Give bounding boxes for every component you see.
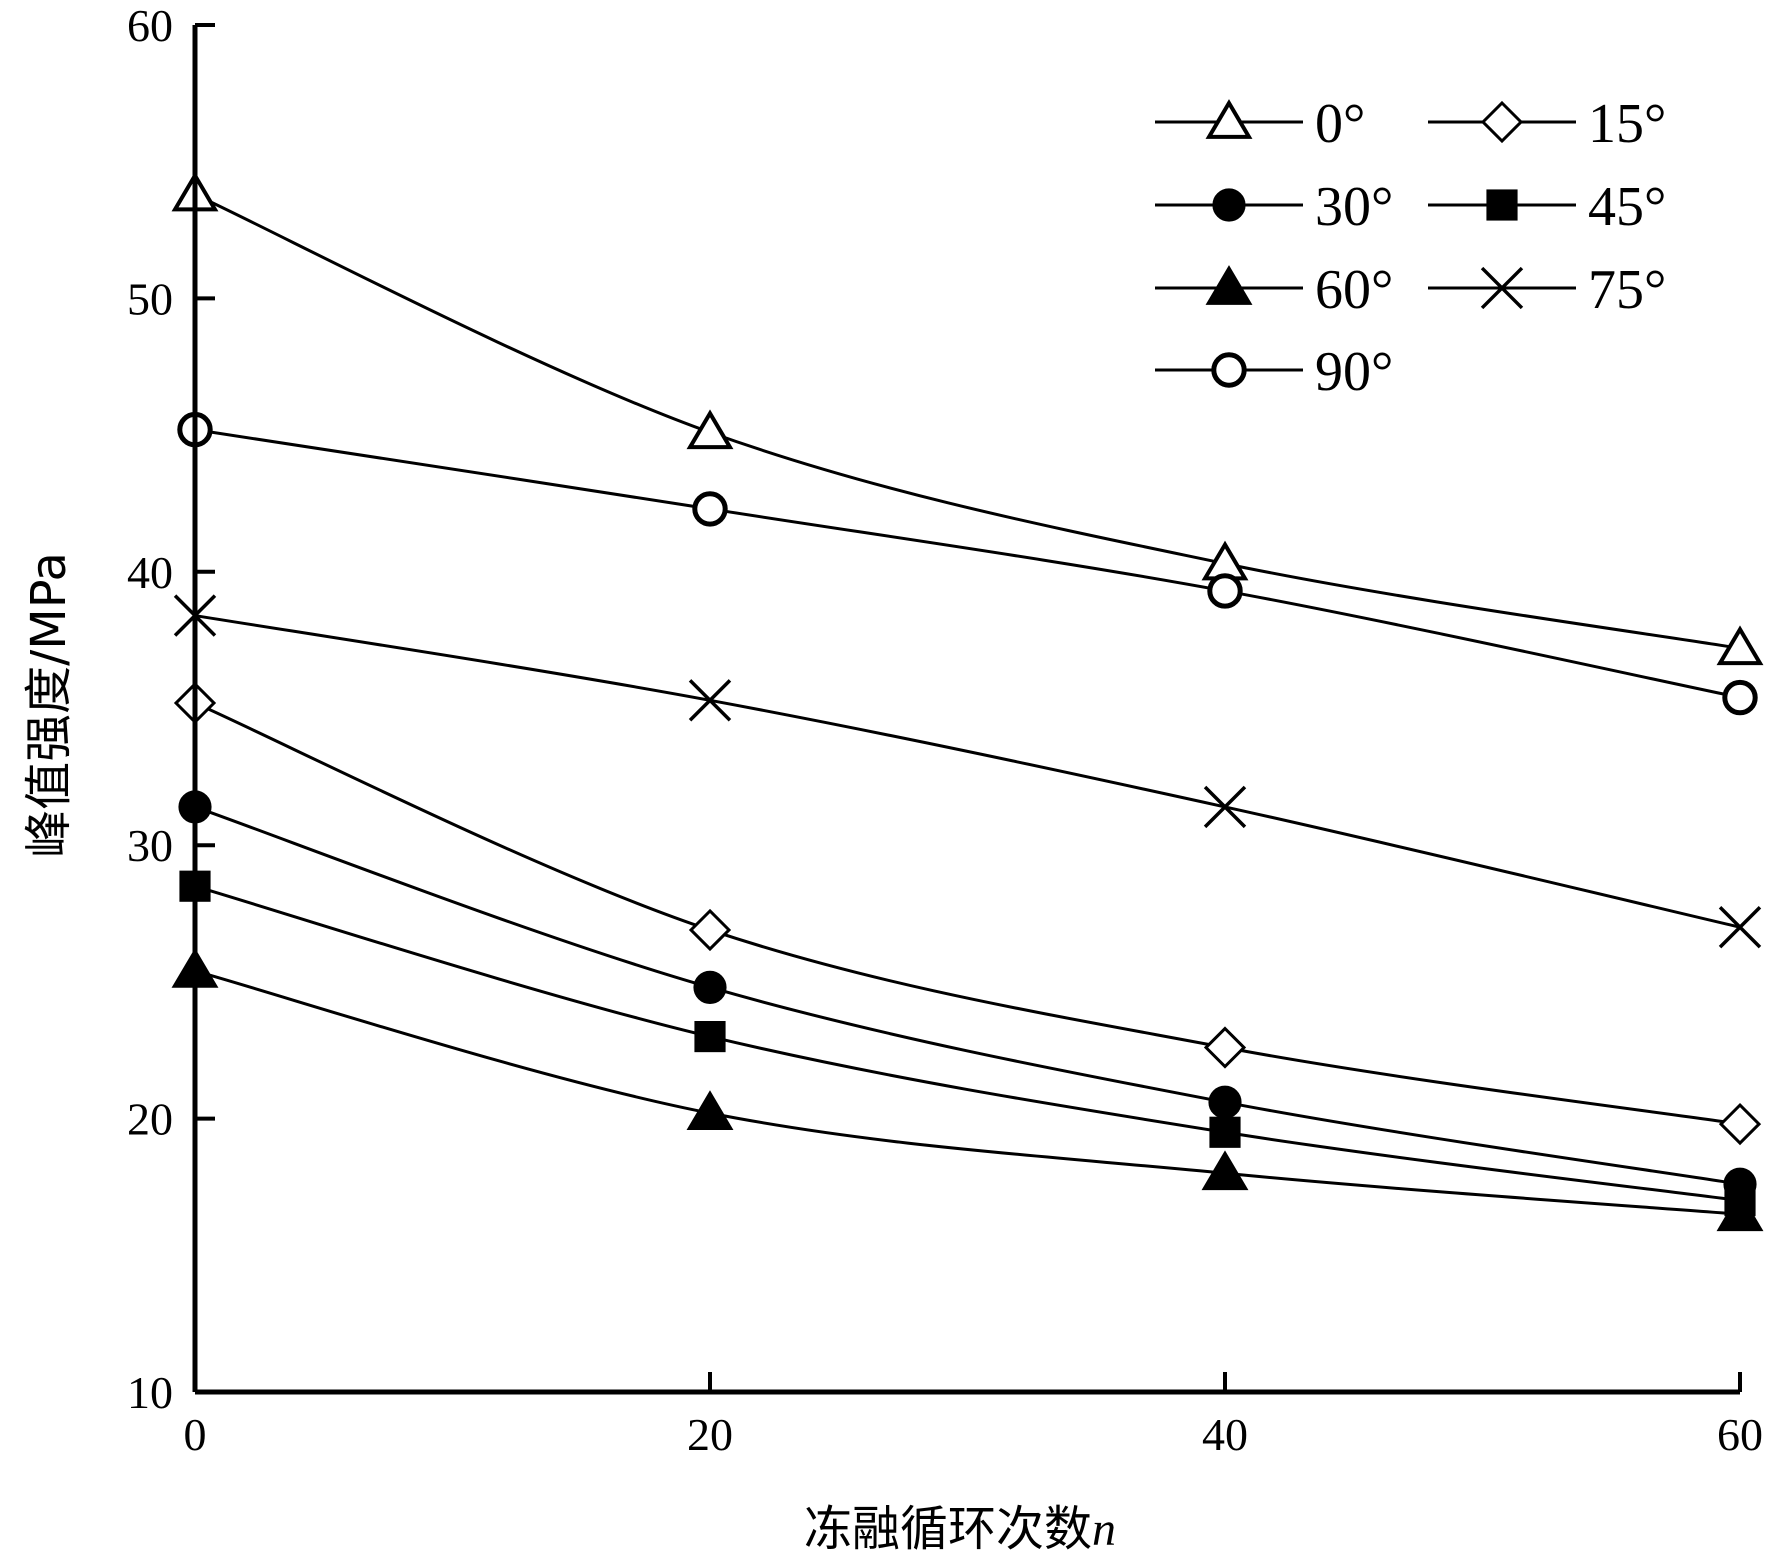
y-tick-label: 50	[127, 273, 173, 324]
series-0	[171, 171, 1764, 666]
series-line-1	[194, 701, 1741, 1126]
legend-marker	[1205, 265, 1253, 305]
legend-label: 75°	[1588, 259, 1666, 321]
series-line-2	[194, 805, 1741, 1186]
data-point-1-1	[688, 908, 732, 952]
y-tick-label: 20	[127, 1094, 173, 1145]
series-line-0	[194, 193, 1741, 650]
x-axis-title: 冻融循环次数n	[804, 1501, 1116, 1557]
data-point-6-3	[1722, 679, 1758, 716]
legend-marker	[1212, 188, 1246, 222]
x-tick-label: 40	[1202, 1409, 1248, 1460]
data-point-4-2	[1201, 1150, 1249, 1191]
series-3	[179, 870, 1756, 1217]
legend-label: 60°	[1315, 259, 1393, 321]
legend: 0° 15° 30° 45° 60° 75° 90°	[1155, 93, 1666, 403]
axes: 10 20 30 40 50 60 0 20 40 60	[127, 0, 1763, 1460]
series-1	[173, 681, 1762, 1146]
y-tick-label: 60	[127, 0, 173, 51]
data-point-1-2	[1203, 1026, 1247, 1069]
data-point-5-2	[1203, 785, 1247, 829]
legend-entry-5: 75°	[1428, 259, 1666, 321]
legend-entry-4: 60°	[1155, 259, 1393, 321]
series-2	[178, 790, 1757, 1201]
legend-label: 45°	[1588, 176, 1666, 238]
legend-entry-6: 90°	[1155, 341, 1393, 403]
legend-entry-0: 0°	[1155, 93, 1365, 155]
data-point-5-1	[688, 679, 732, 722]
legend-entry-2: 30°	[1155, 176, 1393, 238]
legend-marker	[1205, 99, 1253, 139]
data-point-0-3	[1716, 625, 1764, 666]
series-line-3	[194, 884, 1741, 1203]
legend-label: 30°	[1315, 176, 1393, 238]
series-6	[177, 411, 1758, 716]
data-point-4-1	[686, 1090, 734, 1130]
x-tick-label: 60	[1717, 1409, 1763, 1460]
data-point-3-2	[1209, 1116, 1241, 1148]
data-point-1-3	[1718, 1102, 1762, 1146]
series-line-5	[194, 614, 1741, 929]
x-tick-label: 20	[687, 1409, 733, 1460]
series-5	[173, 594, 1762, 949]
y-tick-label: 10	[127, 1367, 173, 1418]
data-point-3-1	[694, 1021, 726, 1053]
data-point-6-1	[692, 491, 728, 527]
series-4	[171, 948, 1764, 1232]
x-tick-label: 0	[184, 1409, 207, 1460]
y-tick-label: 30	[127, 820, 173, 871]
data-point-2-1	[693, 970, 727, 1004]
legend-label: 90°	[1315, 341, 1393, 403]
y-tick-label: 40	[127, 547, 173, 598]
series-layer	[171, 171, 1764, 1232]
legend-marker	[1480, 266, 1524, 310]
data-point-4-3	[1716, 1191, 1764, 1232]
legend-label: 0°	[1315, 93, 1365, 155]
legend-entry-1: 15°	[1428, 93, 1666, 155]
legend-marker	[1211, 352, 1247, 388]
y-axis-title: 峰值强度/MPa	[21, 552, 77, 858]
legend-marker	[1480, 100, 1524, 144]
legend-label: 15°	[1588, 93, 1666, 155]
series-line-4	[194, 969, 1741, 1216]
series-line-6	[194, 428, 1741, 700]
data-point-5-3	[1718, 906, 1762, 949]
legend-entry-3: 45°	[1428, 176, 1666, 238]
data-point-0-1	[686, 409, 734, 450]
legend-marker	[1486, 189, 1518, 221]
data-point-6-2	[1207, 573, 1243, 609]
data-point-2-2	[1208, 1085, 1242, 1119]
